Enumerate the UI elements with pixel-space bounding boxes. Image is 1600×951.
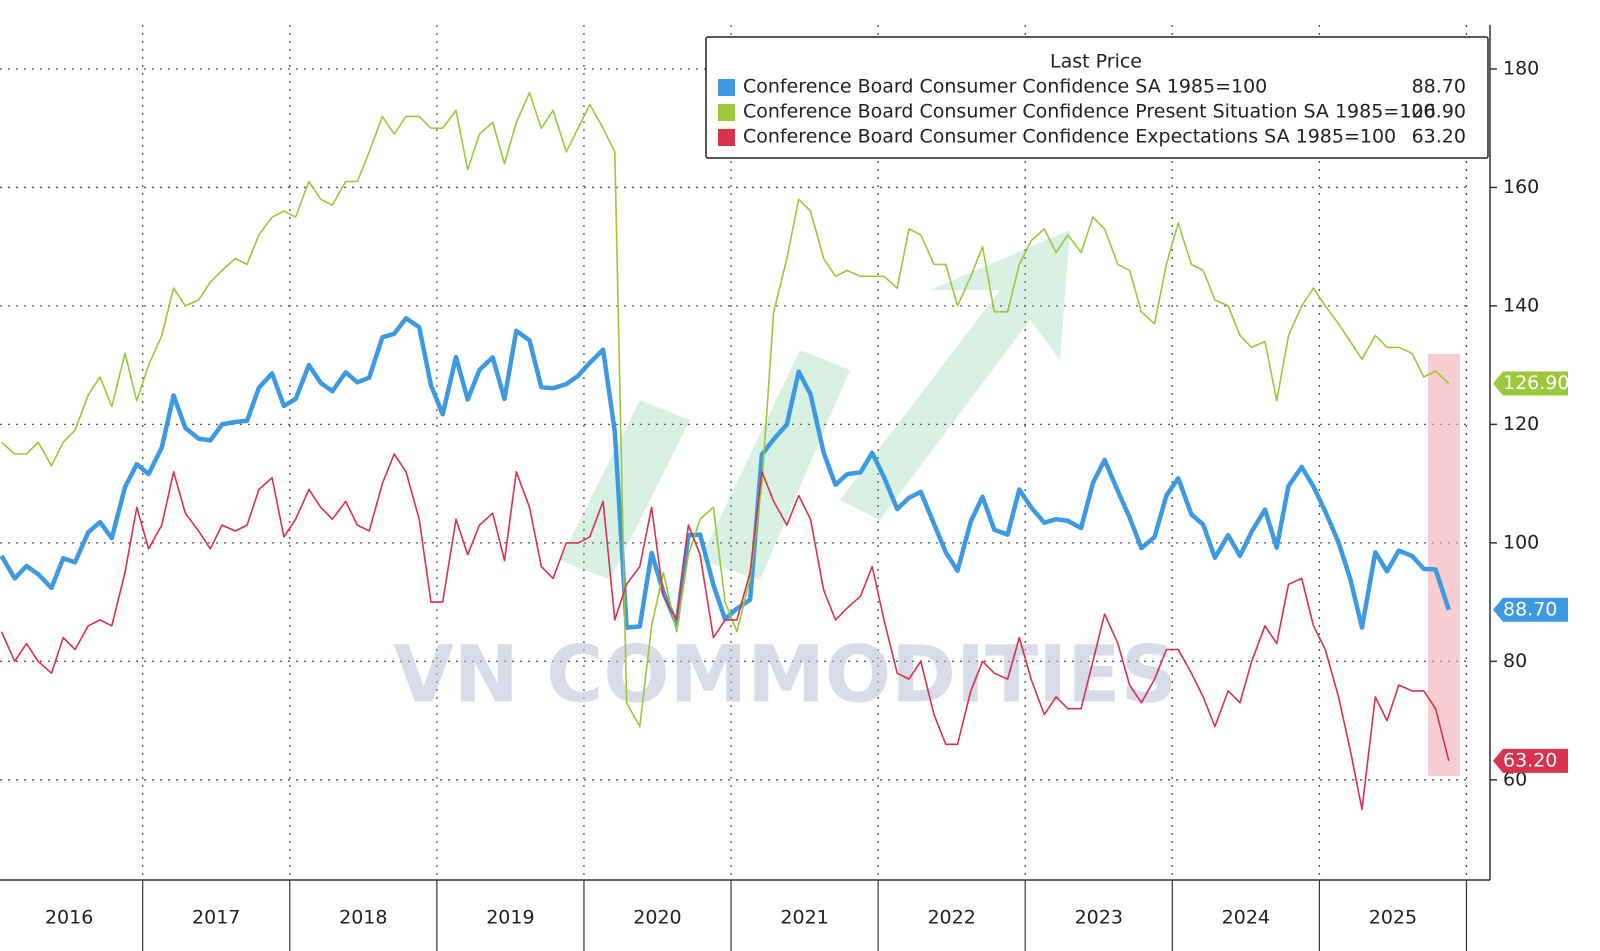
series-line: [0, 91, 1450, 728]
x-tick-label: 2018: [339, 907, 387, 929]
legend-label: Conference Board Consumer Confidence SA …: [743, 76, 1267, 98]
axis-labels: 60 80 100 120 140 160 180 2016 2017 2018 2019 2020 2…: [45, 57, 1569, 951]
highlight-band: [1428, 354, 1460, 776]
y-tick-label: 180: [1503, 57, 1539, 79]
x-tick-label: 2017: [192, 907, 240, 929]
x-tick-label: 2019: [486, 907, 534, 929]
x-tick-label: 2025: [1369, 907, 1417, 929]
last-value-tag-label: 63.20: [1503, 749, 1557, 771]
y-tick-label: 80: [1503, 650, 1527, 672]
last-value-tag: [1493, 748, 1568, 773]
y-tick-label: 160: [1503, 176, 1539, 198]
plot: [0, 91, 1451, 811]
x-tick-label: 2021: [780, 907, 828, 929]
last-value-tag-label: 88.70: [1503, 598, 1557, 620]
legend-last-value: 126.90: [1400, 101, 1466, 123]
watermark: VN COMMODITIES: [393, 630, 1176, 720]
last-value-tag: [1493, 597, 1568, 622]
legend-swatch: [718, 129, 735, 146]
y-tick-label: 60: [1503, 768, 1527, 790]
series-line: [0, 453, 1450, 811]
x-tick-label: 2024: [1222, 907, 1270, 929]
legend-label: Conference Board Consumer Confidence Exp…: [743, 126, 1396, 148]
legend-swatch: [718, 104, 735, 121]
legend: Last Price Conference Board Consumer Con…: [705, 36, 1489, 159]
last-value-tag: [1493, 371, 1568, 396]
grid: [0, 25, 1468, 880]
x-tick-label: 2016: [45, 907, 93, 929]
legend-last-value: 88.70: [1412, 76, 1466, 98]
x-tick-label: 2022: [927, 907, 975, 929]
legend-box: [705, 36, 1489, 159]
legend-label: Conference Board Consumer Confidence Pre…: [743, 101, 1436, 123]
legend-swatch: [718, 79, 735, 96]
legend-title: Last Price: [1050, 51, 1142, 73]
x-tick-label: 2023: [1075, 907, 1123, 929]
last-value-tag-label: 126.90: [1503, 372, 1569, 394]
y-tick-label: 120: [1503, 413, 1539, 435]
y-tick-label: 140: [1503, 294, 1539, 316]
x-tick-label: 2020: [633, 907, 681, 929]
y-tick-label: 100: [1503, 531, 1539, 553]
legend-last-value: 63.20: [1412, 126, 1466, 148]
